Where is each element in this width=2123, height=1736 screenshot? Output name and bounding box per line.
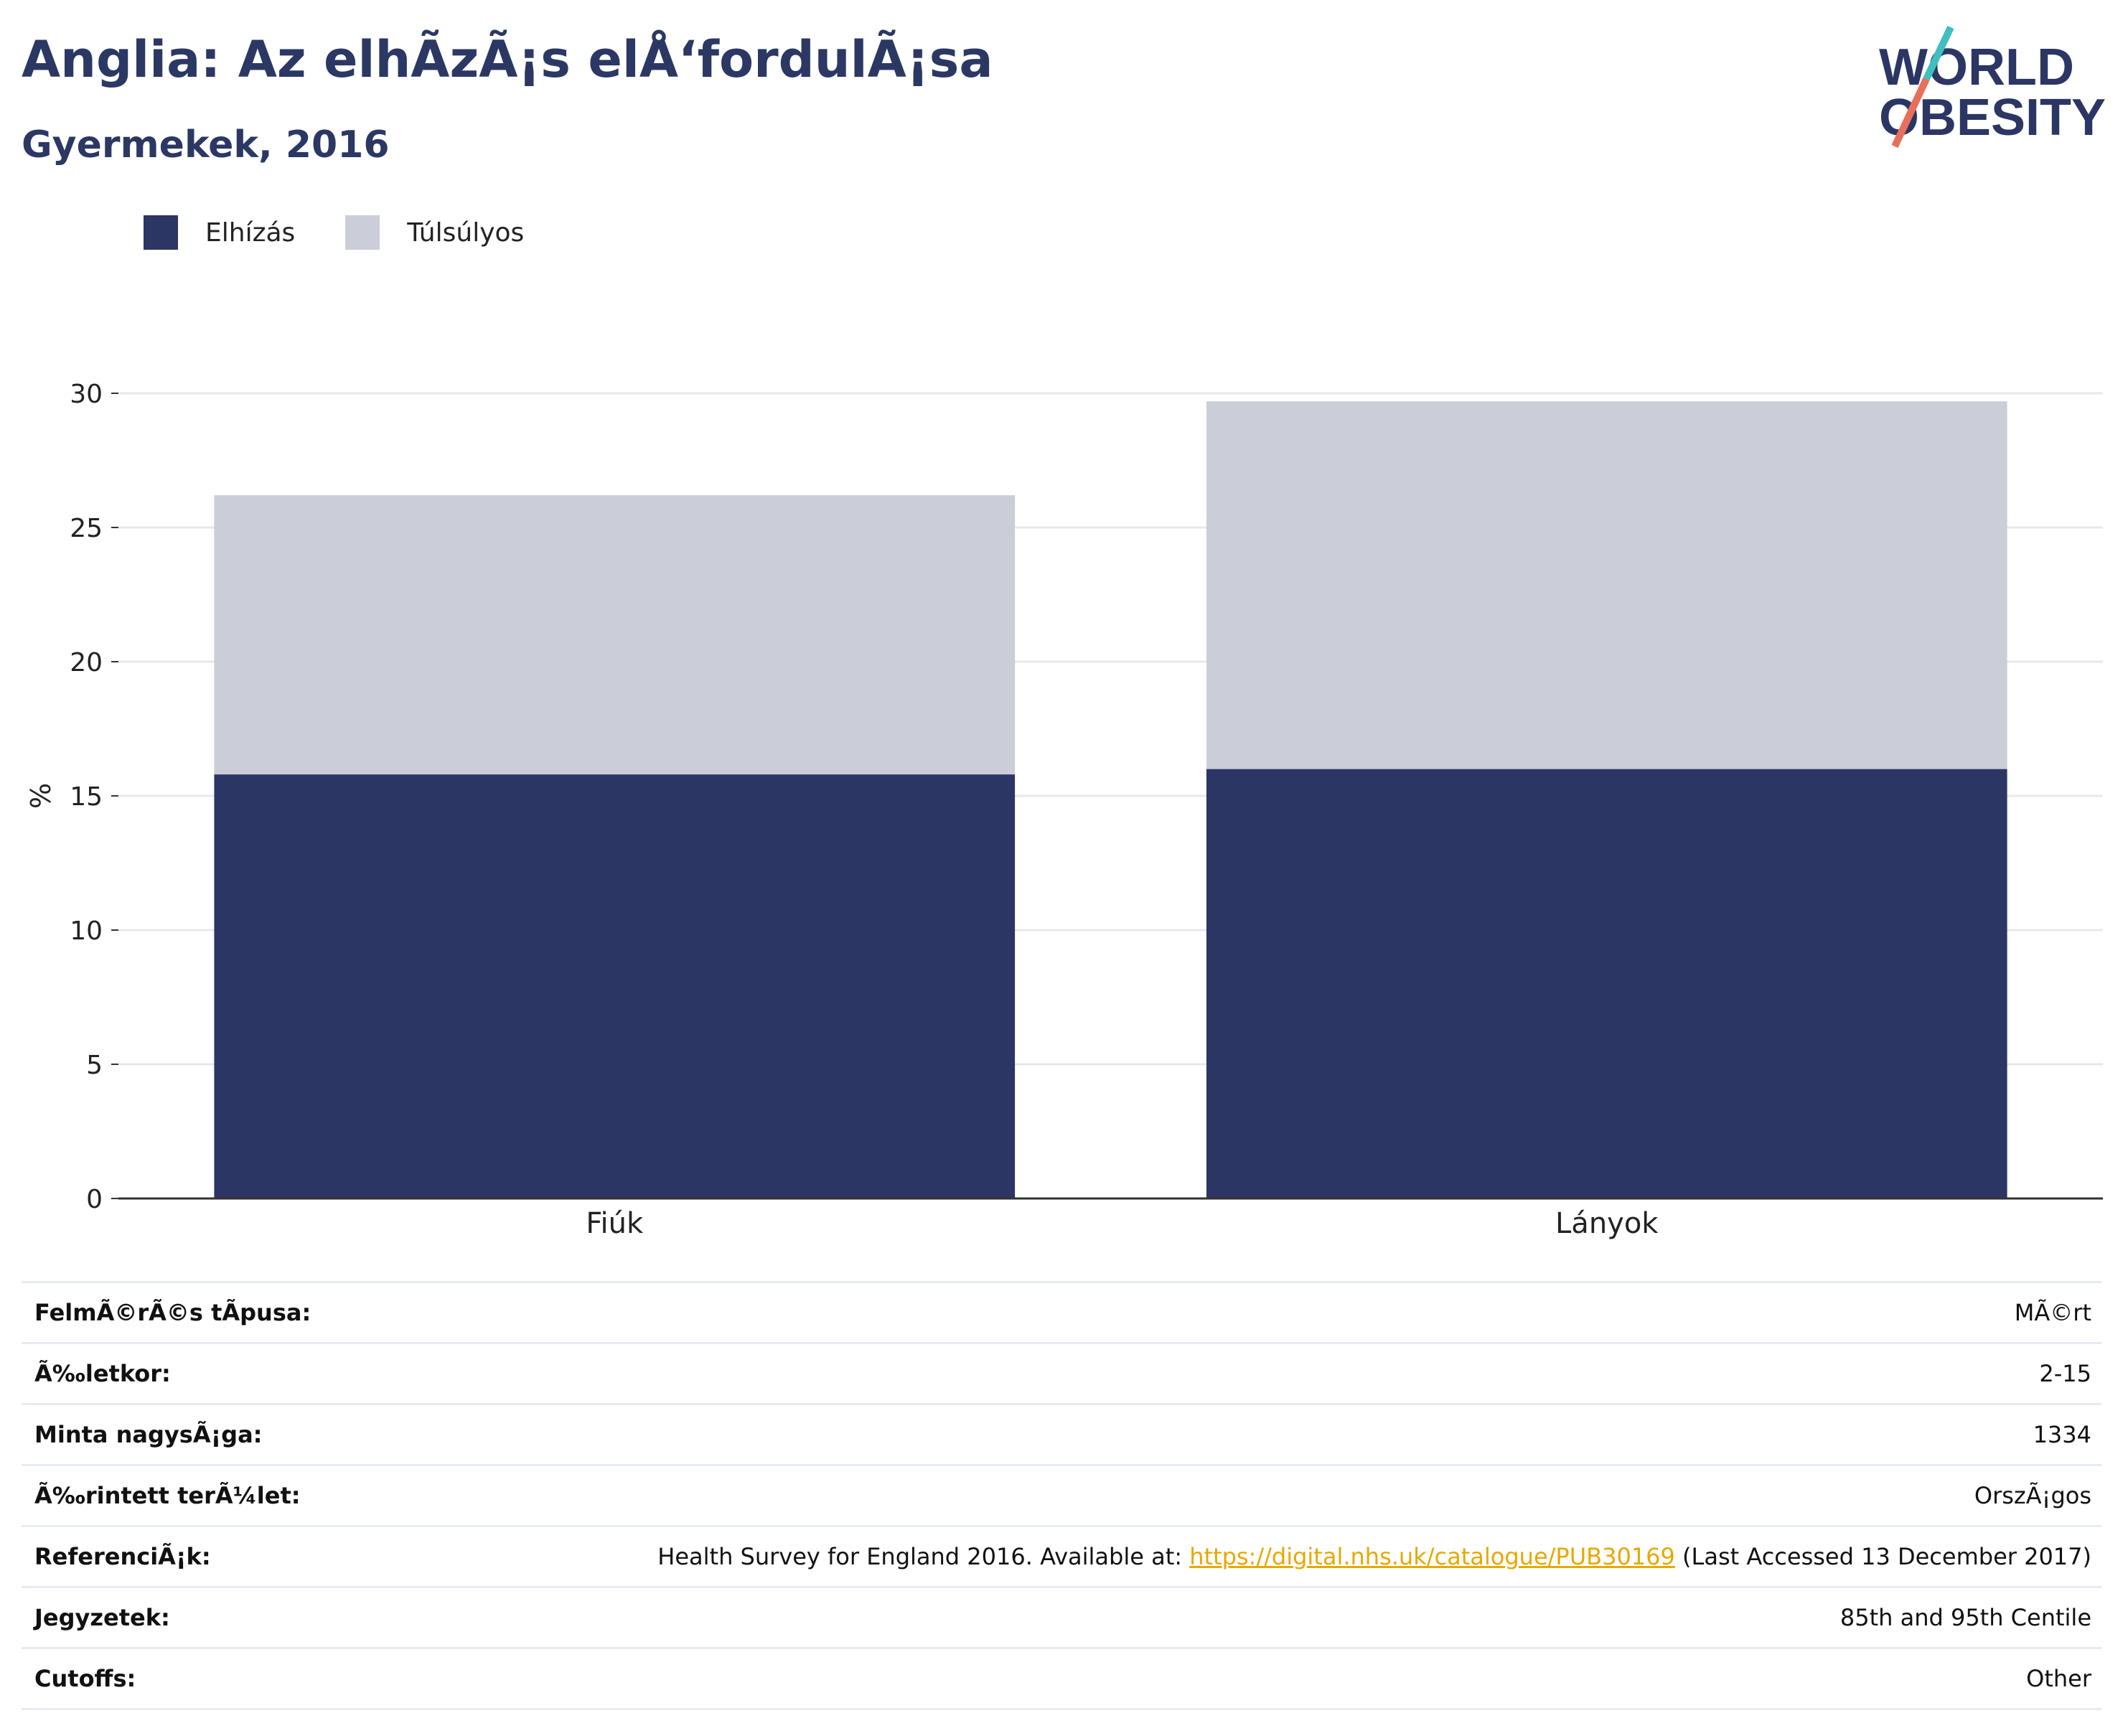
survey-metadata-table: FelmÃ©rÃ©s tÃpusa: MÃ©rt Ã‰letkor: 2-15 …: [22, 1281, 2101, 1710]
meta-value-notes: 85th and 95th Centile: [1840, 1604, 2091, 1631]
reference-text-prefix: Health Survey for England 2016. Availabl…: [657, 1543, 1190, 1570]
meta-value-area: OrszÃ¡gos: [1974, 1482, 2091, 1509]
meta-value-survey-type: MÃ©rt: [2014, 1299, 2091, 1326]
meta-value-age: 2-15: [2039, 1360, 2091, 1387]
meta-row-area: Ã‰rintett terÃ¼let: OrszÃ¡gos: [22, 1464, 2101, 1525]
bar-chart: 0 5 10 15 20 25 30% Fiúk Lányok: [25, 380, 2103, 1240]
chart-subtitle: Gyermekek, 2016: [22, 123, 390, 166]
meta-key-age: Ã‰letkor:: [34, 1360, 171, 1387]
meta-row-cutoffs: Cutoffs: Other: [22, 1647, 2101, 1710]
world-obesity-logo: WORLD OBESITY: [1879, 25, 2106, 149]
legend-swatch-overweight: [345, 215, 380, 250]
meta-key-references: ReferenciÃ¡k:: [34, 1543, 211, 1570]
meta-row-sample-size: Minta nagysÃ¡ga: 1334: [22, 1403, 2101, 1464]
legend-label-overweight: Túlsúlyos: [407, 217, 525, 248]
meta-key-cutoffs: Cutoffs:: [34, 1665, 136, 1692]
meta-row-references: ReferenciÃ¡k: Health Survey for England …: [22, 1525, 2101, 1586]
meta-key-survey-type: FelmÃ©rÃ©s tÃpusa:: [34, 1299, 311, 1326]
chart-axes: 0 5 10 15 20 25 30% Fiúk Lányok: [25, 380, 2103, 1240]
reference-link[interactable]: https://digital.nhs.uk/catalogue/PUB3016…: [1189, 1543, 1675, 1570]
meta-value-references: Health Survey for England 2016. Availabl…: [657, 1543, 2101, 1570]
meta-key-notes: Jegyzetek:: [34, 1604, 170, 1631]
y-axis-label: %: [25, 783, 57, 809]
legend-item-obesity: Elhízás: [144, 215, 295, 250]
meta-row-survey-type: FelmÃ©rÃ©s tÃpusa: MÃ©rt: [22, 1281, 2101, 1342]
meta-row-age: Ã‰letkor: 2-15: [22, 1342, 2101, 1403]
chart-legend: Elhízás Túlsúlyos: [144, 212, 574, 253]
y-tick-label: 10: [70, 916, 103, 946]
y-tick-label: 20: [70, 648, 103, 677]
logo-slash-coral-icon: [1891, 77, 1930, 149]
legend-swatch-obesity: [144, 215, 178, 250]
chart-bars: [214, 401, 2007, 1198]
y-tick-label: 15: [70, 782, 103, 812]
meta-row-notes: Jegyzetek: 85th and 95th Centile: [22, 1586, 2101, 1647]
chart-title: Anglia: Az elhÃzÃ¡s elÅ‘fordulÃ¡sa: [22, 30, 993, 89]
meta-value-cutoffs: Other: [2026, 1665, 2091, 1692]
legend-item-overweight: Túlsúlyos: [345, 215, 524, 250]
x-tick-label: Fiúk: [586, 1207, 644, 1240]
bar-overweight-girls: [1206, 401, 2007, 769]
legend-label-obesity: Elhízás: [205, 217, 296, 248]
y-tick-label: 25: [70, 514, 103, 543]
y-tick-label: 0: [86, 1185, 103, 1214]
logo-text-obesity: OBESITY: [1879, 89, 2106, 146]
bar-obesity-boys: [214, 774, 1016, 1198]
bar-overweight-boys: [214, 495, 1016, 775]
meta-key-area: Ã‰rintett terÃ¼let:: [34, 1482, 301, 1509]
bar-obesity-girls: [1206, 769, 2007, 1198]
y-tick-label: 5: [86, 1051, 103, 1080]
reference-text-suffix: (Last Accessed 13 December 2017): [1674, 1543, 2091, 1570]
x-tick-label: Lányok: [1555, 1207, 1659, 1240]
meta-value-sample-size: 1334: [2033, 1421, 2091, 1448]
meta-key-sample-size: Minta nagysÃ¡ga:: [34, 1421, 263, 1448]
y-tick-label: 30: [70, 380, 103, 409]
logo-slash-teal-icon: [1923, 25, 1954, 81]
logo-text-world: WORLD: [1879, 39, 2074, 96]
